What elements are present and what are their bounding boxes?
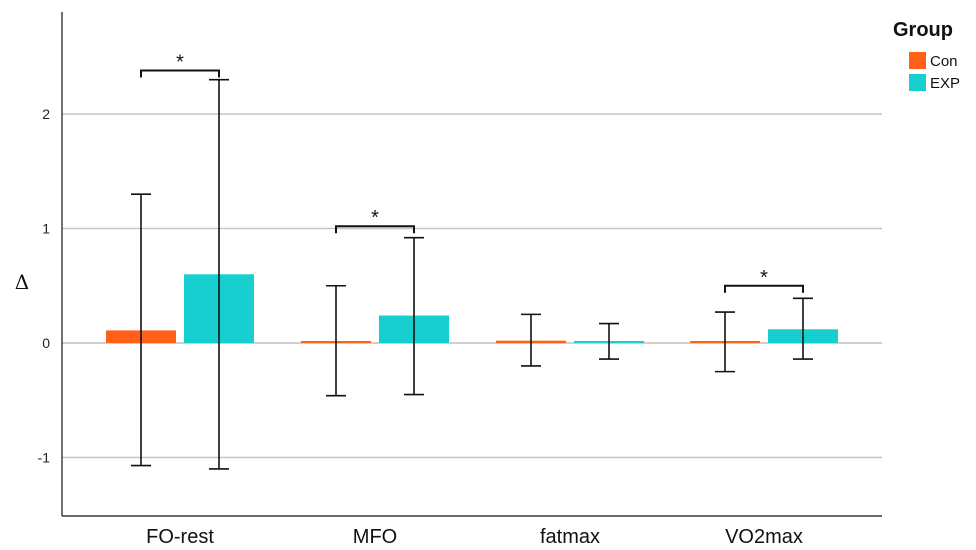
y-axis-label: Δ xyxy=(15,270,29,294)
significance-star: * xyxy=(371,207,379,229)
y-tick-label: 0 xyxy=(42,335,50,351)
legend-title: Group xyxy=(893,19,953,41)
x-tick-label: fatmax xyxy=(540,526,600,548)
y-tick-label: 1 xyxy=(42,221,50,237)
legend-swatch-exp xyxy=(909,74,926,91)
significance-bracket xyxy=(140,69,220,78)
significance-bracket xyxy=(335,225,415,234)
x-tick-label: FO-rest xyxy=(146,526,214,548)
significance-star: * xyxy=(176,51,184,73)
bars xyxy=(106,274,838,343)
x-tick-label: MFO xyxy=(353,526,397,548)
y-tick-label: -1 xyxy=(38,450,51,466)
significance-bracket xyxy=(724,284,804,293)
significance-annotations: * * * xyxy=(140,51,804,293)
legend-label-con: Con xyxy=(930,53,958,70)
error-bars xyxy=(131,78,813,470)
legend-swatch-con xyxy=(909,52,926,69)
legend: Group Con EXP xyxy=(893,19,960,92)
x-tick-label: VO2max xyxy=(725,526,803,548)
y-tick-label: 2 xyxy=(42,106,50,122)
legend-label-exp: EXP xyxy=(930,75,960,92)
axes: -1 0 1 2 FO-rest MFO fatmax VO2max Δ xyxy=(15,12,882,548)
significance-star: * xyxy=(760,267,768,289)
